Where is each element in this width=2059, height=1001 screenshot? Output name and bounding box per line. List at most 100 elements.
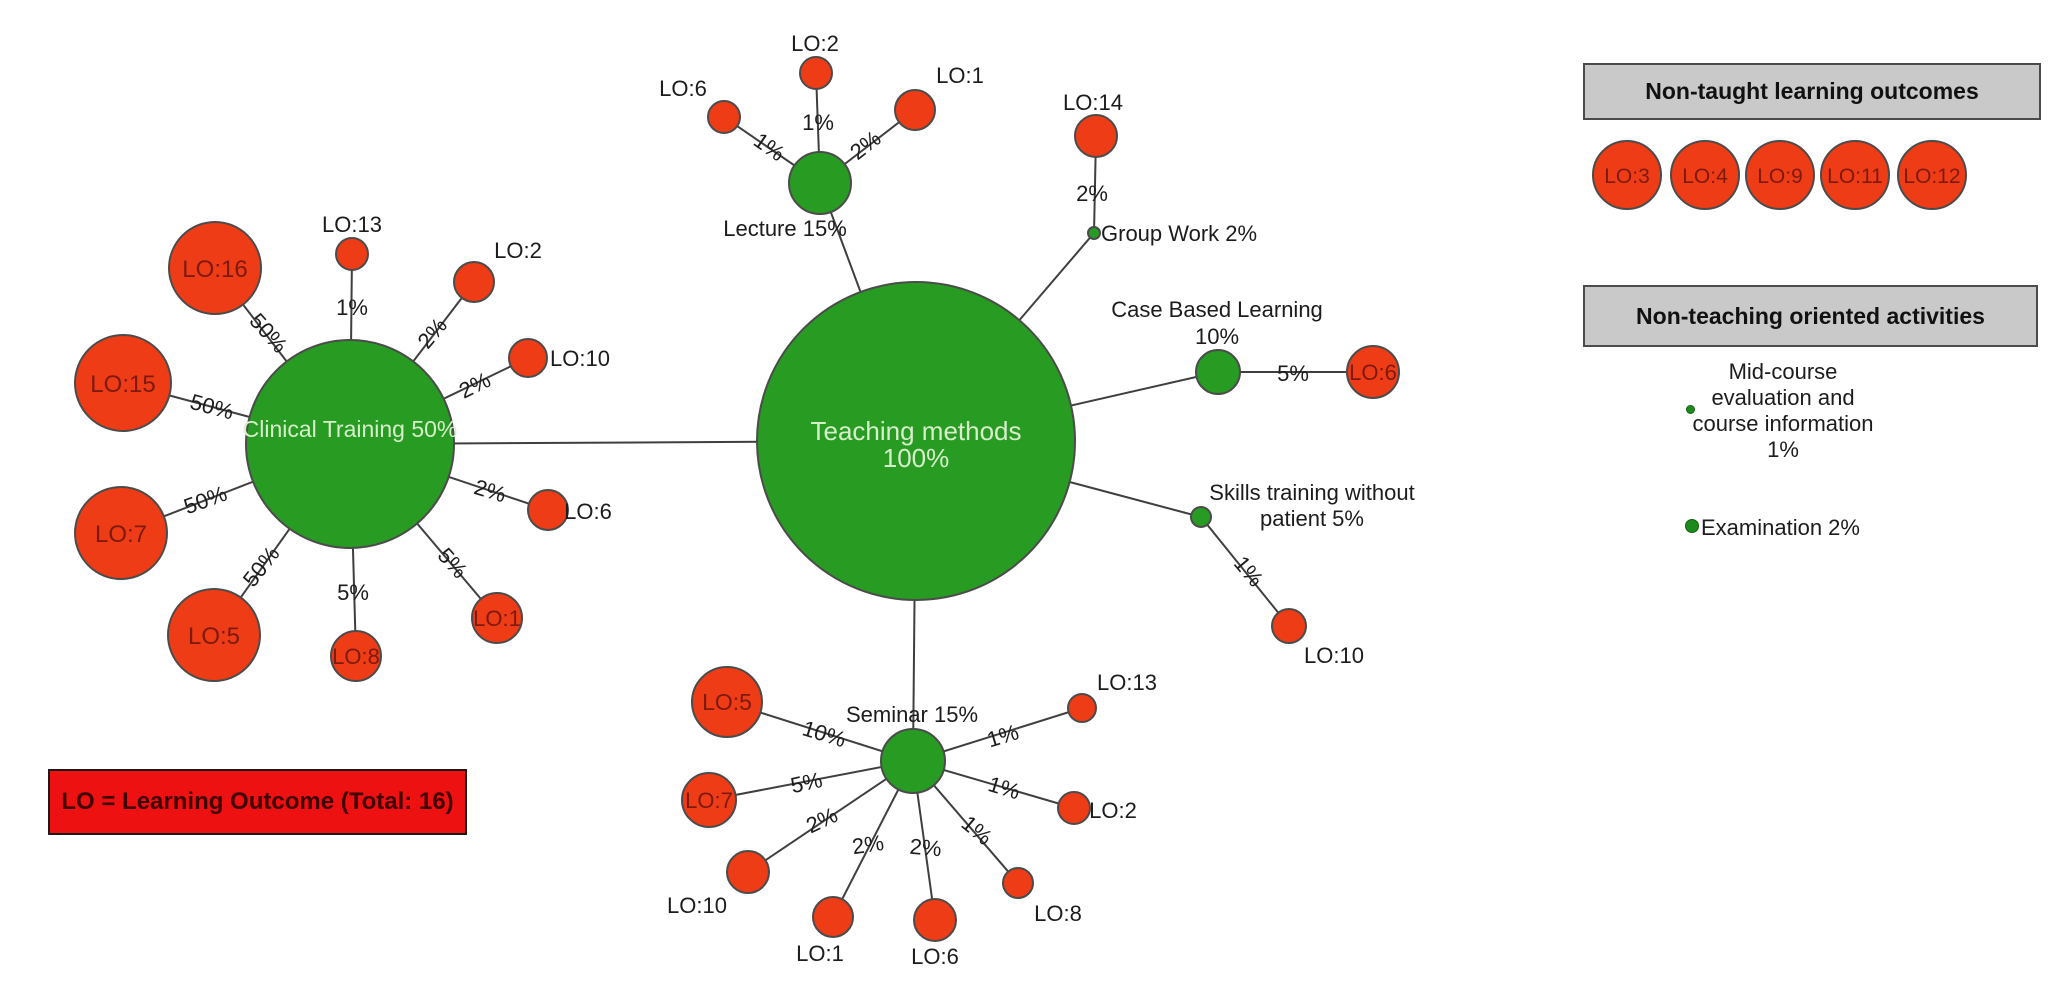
label-l_lo6: LO:6 <box>659 76 707 101</box>
label-clinical: Clinical Training 50% <box>243 416 458 442</box>
edge-label-seminar-sem_lo10: 2% <box>802 802 841 838</box>
node-g_lo14 <box>1074 114 1118 158</box>
label-sem_lo5: LO:5 <box>702 689 752 715</box>
node-groupwork <box>1087 226 1101 240</box>
edge-label-seminar-sem_lo8: 1% <box>957 810 997 850</box>
lo-legend-label: LO = Learning Outcome (Total: 16) <box>61 788 454 815</box>
node-l_lo1 <box>894 89 936 131</box>
node-nt_lo11 <box>1820 140 1890 210</box>
label-cl_lo1: LO:1 <box>473 606 521 631</box>
midcourse-note: Mid-course evaluation and course informa… <box>1658 359 1908 463</box>
edge-label-groupwork-g_lo14: 2% <box>1076 181 1108 206</box>
label-skills-2: patient 5% <box>1260 506 1364 531</box>
label-sem_lo1: LO:1 <box>796 941 844 966</box>
node-cl_lo2 <box>453 261 495 303</box>
midcourse-line-2: evaluation and <box>1711 385 1855 410</box>
node-skills <box>1190 506 1212 528</box>
edge-label-skills-s_lo10: 1% <box>1229 551 1269 591</box>
node-cl_lo15 <box>74 334 172 432</box>
label-l_lo1: LO:1 <box>936 63 984 88</box>
examination-dot-icon <box>1685 519 1699 533</box>
non-teaching-header: Non-teaching oriented activities <box>1583 285 2038 347</box>
node-l_lo6 <box>707 100 741 134</box>
node-sem_lo5 <box>691 666 763 738</box>
label-casebased-2: 10% <box>1195 324 1239 349</box>
label-sem_lo2: LO:2 <box>1089 798 1137 823</box>
label-sem_lo10: LO:10 <box>667 893 727 918</box>
edge-label-seminar-sem_lo6: 2% <box>909 834 943 862</box>
node-clinical <box>245 339 455 549</box>
label-seminar: Seminar 15% <box>846 702 978 727</box>
label-casebased-1: Case Based Learning <box>1111 297 1323 322</box>
node-casebased <box>1195 349 1241 395</box>
node-c_lo6 <box>1346 345 1400 399</box>
lo-legend-box: LO = Learning Outcome (Total: 16) <box>48 769 467 835</box>
label-s_lo10: LO:10 <box>1304 643 1364 668</box>
edge-label-seminar-sem_lo1: 2% <box>850 830 885 859</box>
node-sem_lo8 <box>1002 867 1034 899</box>
edge-label-clinical-cl_lo7: 50% <box>180 481 230 520</box>
label-sem_lo13: LO:13 <box>1097 670 1157 695</box>
label-sem_lo7: LO:7 <box>685 788 733 813</box>
node-cl_lo6 <box>527 489 569 531</box>
node-sem_lo1 <box>812 896 854 938</box>
node-teaching <box>756 281 1076 601</box>
edge-label-clinical-cl_lo6: 2% <box>471 474 509 507</box>
node-cl_lo16 <box>168 221 262 315</box>
edge-label-seminar-sem_lo13: 1% <box>984 719 1022 752</box>
label-nt_lo11: LO:11 <box>1827 165 1883 188</box>
label-sem_lo6: LO:6 <box>911 944 959 969</box>
edge-label-clinical-cl_lo15: 50% <box>187 389 236 425</box>
node-s_lo10 <box>1271 608 1307 644</box>
midcourse-dot-icon <box>1686 405 1695 414</box>
edge-label-casebased-c_lo6: 5% <box>1277 361 1309 386</box>
label-c_lo6: LO:6 <box>1349 360 1397 385</box>
node-cl_lo7 <box>74 486 168 580</box>
label-cl_lo10: LO:10 <box>550 346 610 371</box>
node-cl_lo8 <box>330 630 382 682</box>
edge-label-seminar-sem_lo7: 5% <box>788 767 824 798</box>
midcourse-line-4: 1% <box>1767 437 1799 462</box>
edge-label-clinical-cl_lo8: 5% <box>337 580 369 605</box>
label-g_lo14: LO:14 <box>1063 90 1123 115</box>
node-sem_lo13 <box>1067 693 1097 723</box>
label-teaching-2: 100% <box>883 443 950 473</box>
edge-label-seminar-sem_lo5: 10% <box>799 715 848 752</box>
edge-seminar-sem_lo10 <box>747 760 914 873</box>
node-nt_lo9 <box>1745 140 1815 210</box>
non-taught-header-label: Non-taught learning outcomes <box>1645 78 1979 104</box>
midcourse-line-3: course information <box>1692 411 1874 436</box>
label-nt_lo4: LO:4 <box>1682 165 1728 188</box>
label-cl_lo5: LO:5 <box>188 623 240 650</box>
non-taught-header: Non-taught learning outcomes <box>1583 63 2041 120</box>
edge-label-lecture-l_lo2: 1% <box>802 110 834 135</box>
label-nt_lo9: LO:9 <box>1757 165 1803 188</box>
non-teaching-header-label: Non-teaching oriented activities <box>1636 302 1985 329</box>
label-cl_lo8: LO:8 <box>332 644 380 669</box>
edge-label-clinical-cl_lo10: 2% <box>455 367 495 403</box>
label-cl_lo7: LO:7 <box>95 521 147 548</box>
label-nt_lo3: LO:3 <box>1604 165 1650 188</box>
node-cl_lo5 <box>167 588 261 682</box>
midcourse-line-1: Mid-course <box>1728 359 1838 384</box>
label-cl_lo16: LO:16 <box>182 256 247 283</box>
node-cl_lo1 <box>471 592 523 644</box>
node-sem_lo2 <box>1057 791 1091 825</box>
node-sem_lo7 <box>681 772 737 828</box>
label-teaching-1: Teaching methods <box>810 416 1021 446</box>
node-l_lo2 <box>799 56 833 90</box>
edge-skills-s_lo10 <box>1200 516 1290 627</box>
node-cl_lo13 <box>335 237 369 271</box>
label-skills-1: Skills training without <box>1209 480 1414 505</box>
node-nt_lo4 <box>1670 140 1740 210</box>
edge-label-seminar-sem_lo2: 1% <box>985 771 1023 804</box>
edge-label-clinical-cl_lo5: 50% <box>238 541 285 591</box>
node-nt_lo12 <box>1897 140 1967 210</box>
edge-label-clinical-cl_lo13: 1% <box>336 295 368 320</box>
node-lecture <box>788 151 852 215</box>
node-seminar <box>880 728 946 794</box>
label-lecture: Lecture 15% <box>723 216 847 241</box>
label-groupwork: Group Work 2% <box>1101 221 1257 246</box>
